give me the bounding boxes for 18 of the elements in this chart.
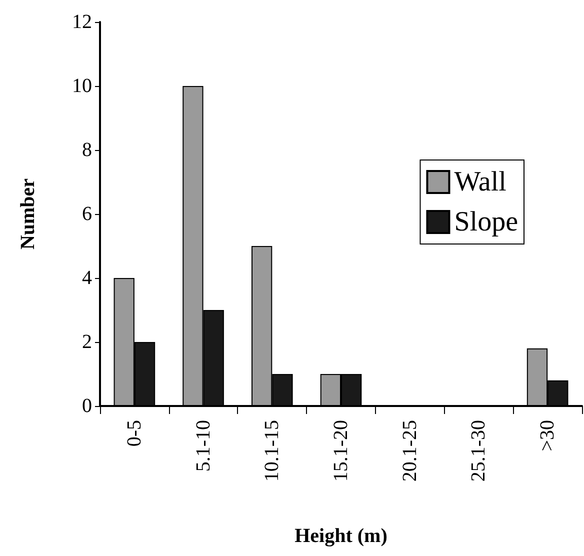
y-tick-label: 10 (72, 75, 92, 97)
y-tick-label: 0 (82, 395, 92, 417)
y-axis-title: Number (17, 178, 39, 250)
x-tick-label: >30 (536, 420, 559, 452)
x-axis-title: Height (m) (294, 525, 388, 547)
y-tick-label: 12 (72, 11, 92, 33)
x-tick-label: 10.1-15 (261, 420, 284, 482)
y-tick-label: 4 (82, 267, 92, 289)
legend-label: Wall (454, 166, 507, 198)
x-tick-label: 20.1-25 (398, 420, 421, 482)
y-tick-label: 8 (82, 139, 92, 161)
x-tick-label: 15.1-20 (330, 420, 352, 482)
x-tick-label: 25.1-30 (468, 420, 490, 482)
legend-label: Slope (454, 206, 518, 238)
y-tick-label: 6 (82, 203, 92, 225)
x-tick-label: 5.1-10 (192, 420, 214, 472)
y-tick-label: 2 (82, 331, 92, 353)
x-tick-label: 0-5 (123, 420, 146, 447)
